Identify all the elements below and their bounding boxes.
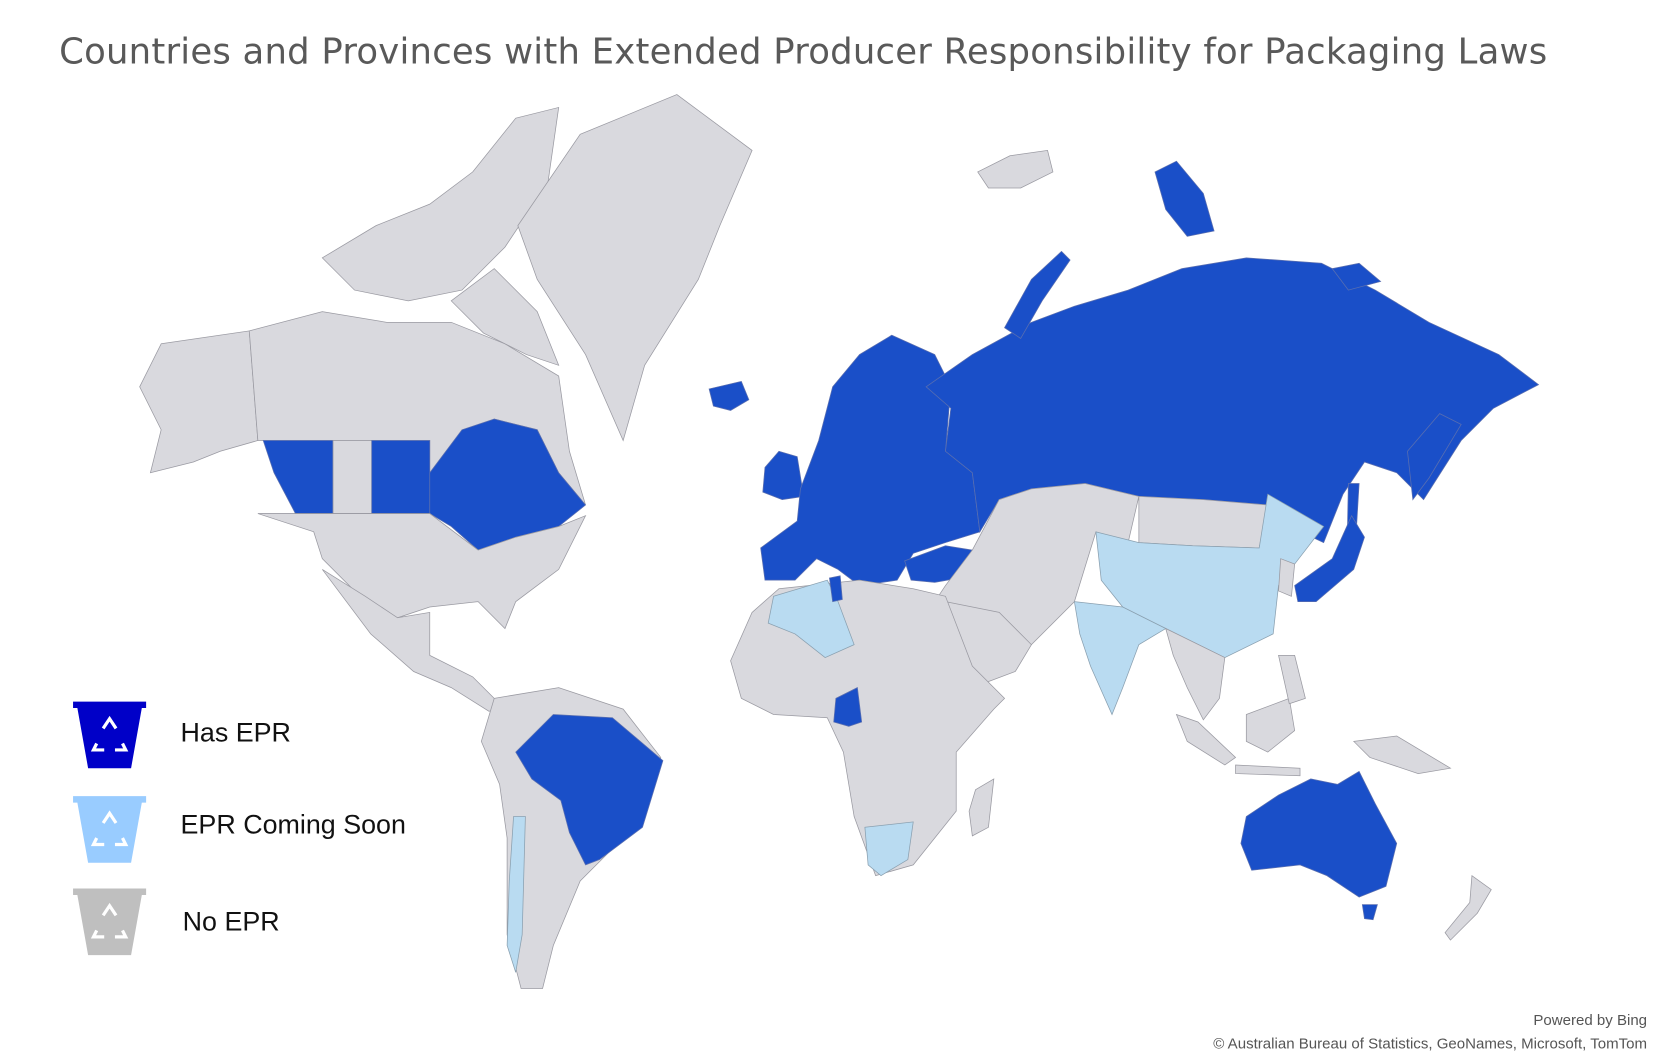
region-kamchatka	[1407, 413, 1462, 501]
region-new-siberian-islands	[1331, 262, 1382, 291]
recycle-bin-icon	[73, 796, 147, 863]
region-india	[1073, 601, 1167, 716]
region-south-africa	[864, 821, 914, 877]
region-baffin	[450, 268, 560, 366]
region-cameroon	[833, 687, 863, 727]
region-greenland	[517, 94, 753, 442]
region-russian-arctic-islands	[1154, 160, 1215, 237]
legend-label: Has EPR	[180, 717, 291, 748]
recycle-bin-icon	[73, 701, 147, 769]
region-africa	[730, 579, 1006, 877]
region-arctic-islands	[321, 106, 560, 302]
region-brazil	[515, 714, 664, 866]
region-svalbard	[977, 149, 1054, 189]
region-british-columbia	[262, 440, 334, 514]
region-philippines	[1278, 655, 1306, 705]
region-tasmania	[1361, 904, 1378, 921]
region-europe	[760, 334, 981, 586]
region-iceland	[708, 380, 750, 411]
powered-by-bing: Powered by Bing	[1533, 1011, 1648, 1029]
region-alaska	[139, 330, 259, 474]
region-australia	[1240, 770, 1398, 898]
region-tunisia	[829, 575, 843, 603]
region-madagascar	[968, 778, 995, 837]
region-ontario-quebec	[429, 418, 587, 551]
region-korea	[1278, 558, 1296, 597]
region-uk-ireland	[762, 450, 805, 500]
region-southeast-asia	[1165, 627, 1226, 721]
recycle-bin-icon	[73, 888, 147, 956]
region-novaya-zemlya	[1004, 250, 1071, 339]
map-attribution: Powered by Bing © Australian Bureau of S…	[1213, 1008, 1647, 1055]
region-japan	[1294, 514, 1365, 603]
legend-label: EPR Coming Soon	[180, 810, 406, 841]
region-sumatra	[1175, 713, 1237, 766]
map-title: Countries and Provinces with Extended Pr…	[59, 30, 1548, 72]
region-usa	[257, 513, 587, 630]
copyright-notice: © Australian Bureau of Statistics, GeoNa…	[1213, 1034, 1648, 1052]
region-borneo	[1245, 697, 1296, 753]
region-mongolia	[1138, 495, 1269, 549]
legend-item-epr-coming-soon: EPR Coming Soon	[71, 793, 406, 864]
region-chile	[506, 816, 526, 973]
region-new-guinea	[1352, 735, 1452, 774]
region-java	[1235, 764, 1301, 777]
legend-item-no-epr: No EPR	[71, 885, 280, 956]
region-saskatchewan-manitoba	[371, 440, 431, 514]
legend-item-has-epr: Has EPR	[71, 698, 291, 769]
region-alberta	[332, 440, 373, 514]
legend-label: No EPR	[182, 906, 280, 937]
region-mexico-central-america	[322, 569, 506, 712]
region-new-zealand	[1444, 874, 1492, 941]
